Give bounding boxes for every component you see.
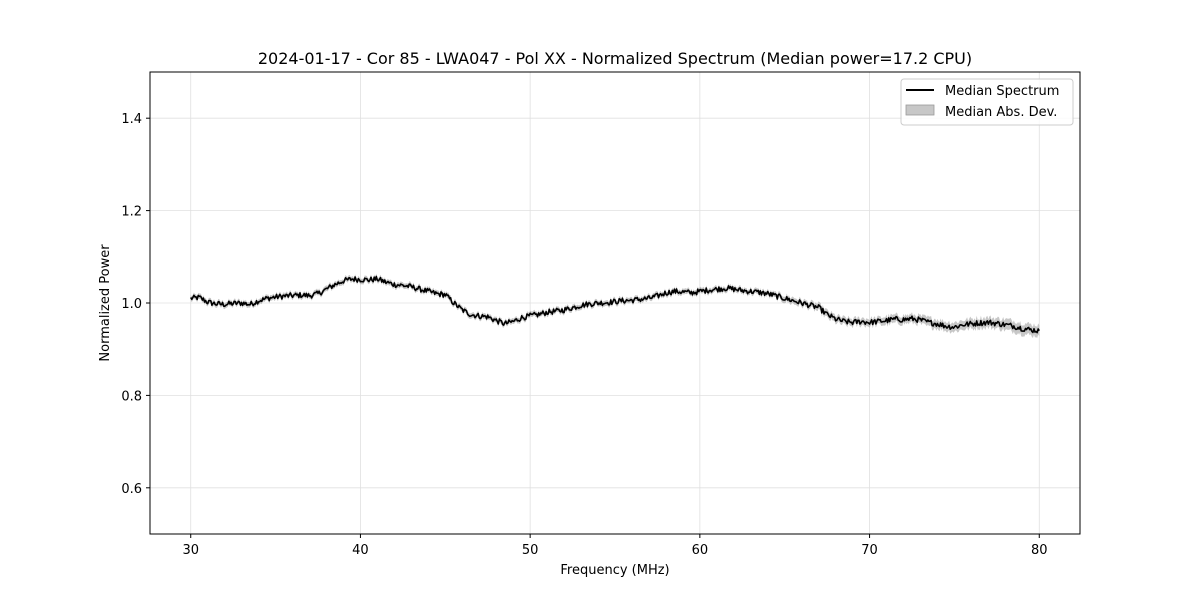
y-tick-label: 1.2 [121, 205, 142, 220]
legend-band-swatch [905, 104, 935, 116]
legend-box [900, 78, 1074, 126]
y-tick-label: 1.0 [121, 297, 142, 312]
y-axis-label: Normalized Power [98, 244, 113, 362]
median-spectrum-line [190, 275, 1040, 334]
x-tick-label: 70 [861, 543, 878, 558]
chart-title: 2024-01-17 - Cor 85 - LWA047 - Pol XX - … [258, 49, 972, 68]
x-axis-label: Frequency (MHz) [560, 563, 669, 578]
y-tick-label: 0.6 [121, 482, 142, 497]
x-tick-label: 80 [1031, 543, 1048, 558]
x-axis: 30 40 50 60 70 80 [182, 534, 1048, 558]
x-tick-label: 50 [522, 543, 539, 558]
y-tick-label: 0.8 [121, 389, 142, 404]
x-tick-label: 60 [692, 543, 709, 558]
median-line [190, 275, 1040, 334]
legend-label-median: Median Spectrum [945, 84, 1059, 99]
x-tick-label: 30 [182, 543, 199, 558]
x-tick-label: 40 [352, 543, 369, 558]
y-tick-label: 1.4 [121, 112, 142, 127]
legend-label-mad: Median Abs. Dev. [945, 105, 1057, 120]
legend: Median Spectrum Median Abs. Dev. [900, 78, 1074, 126]
y-axis: 0.6 0.8 1.0 1.2 1.4 [121, 112, 150, 497]
